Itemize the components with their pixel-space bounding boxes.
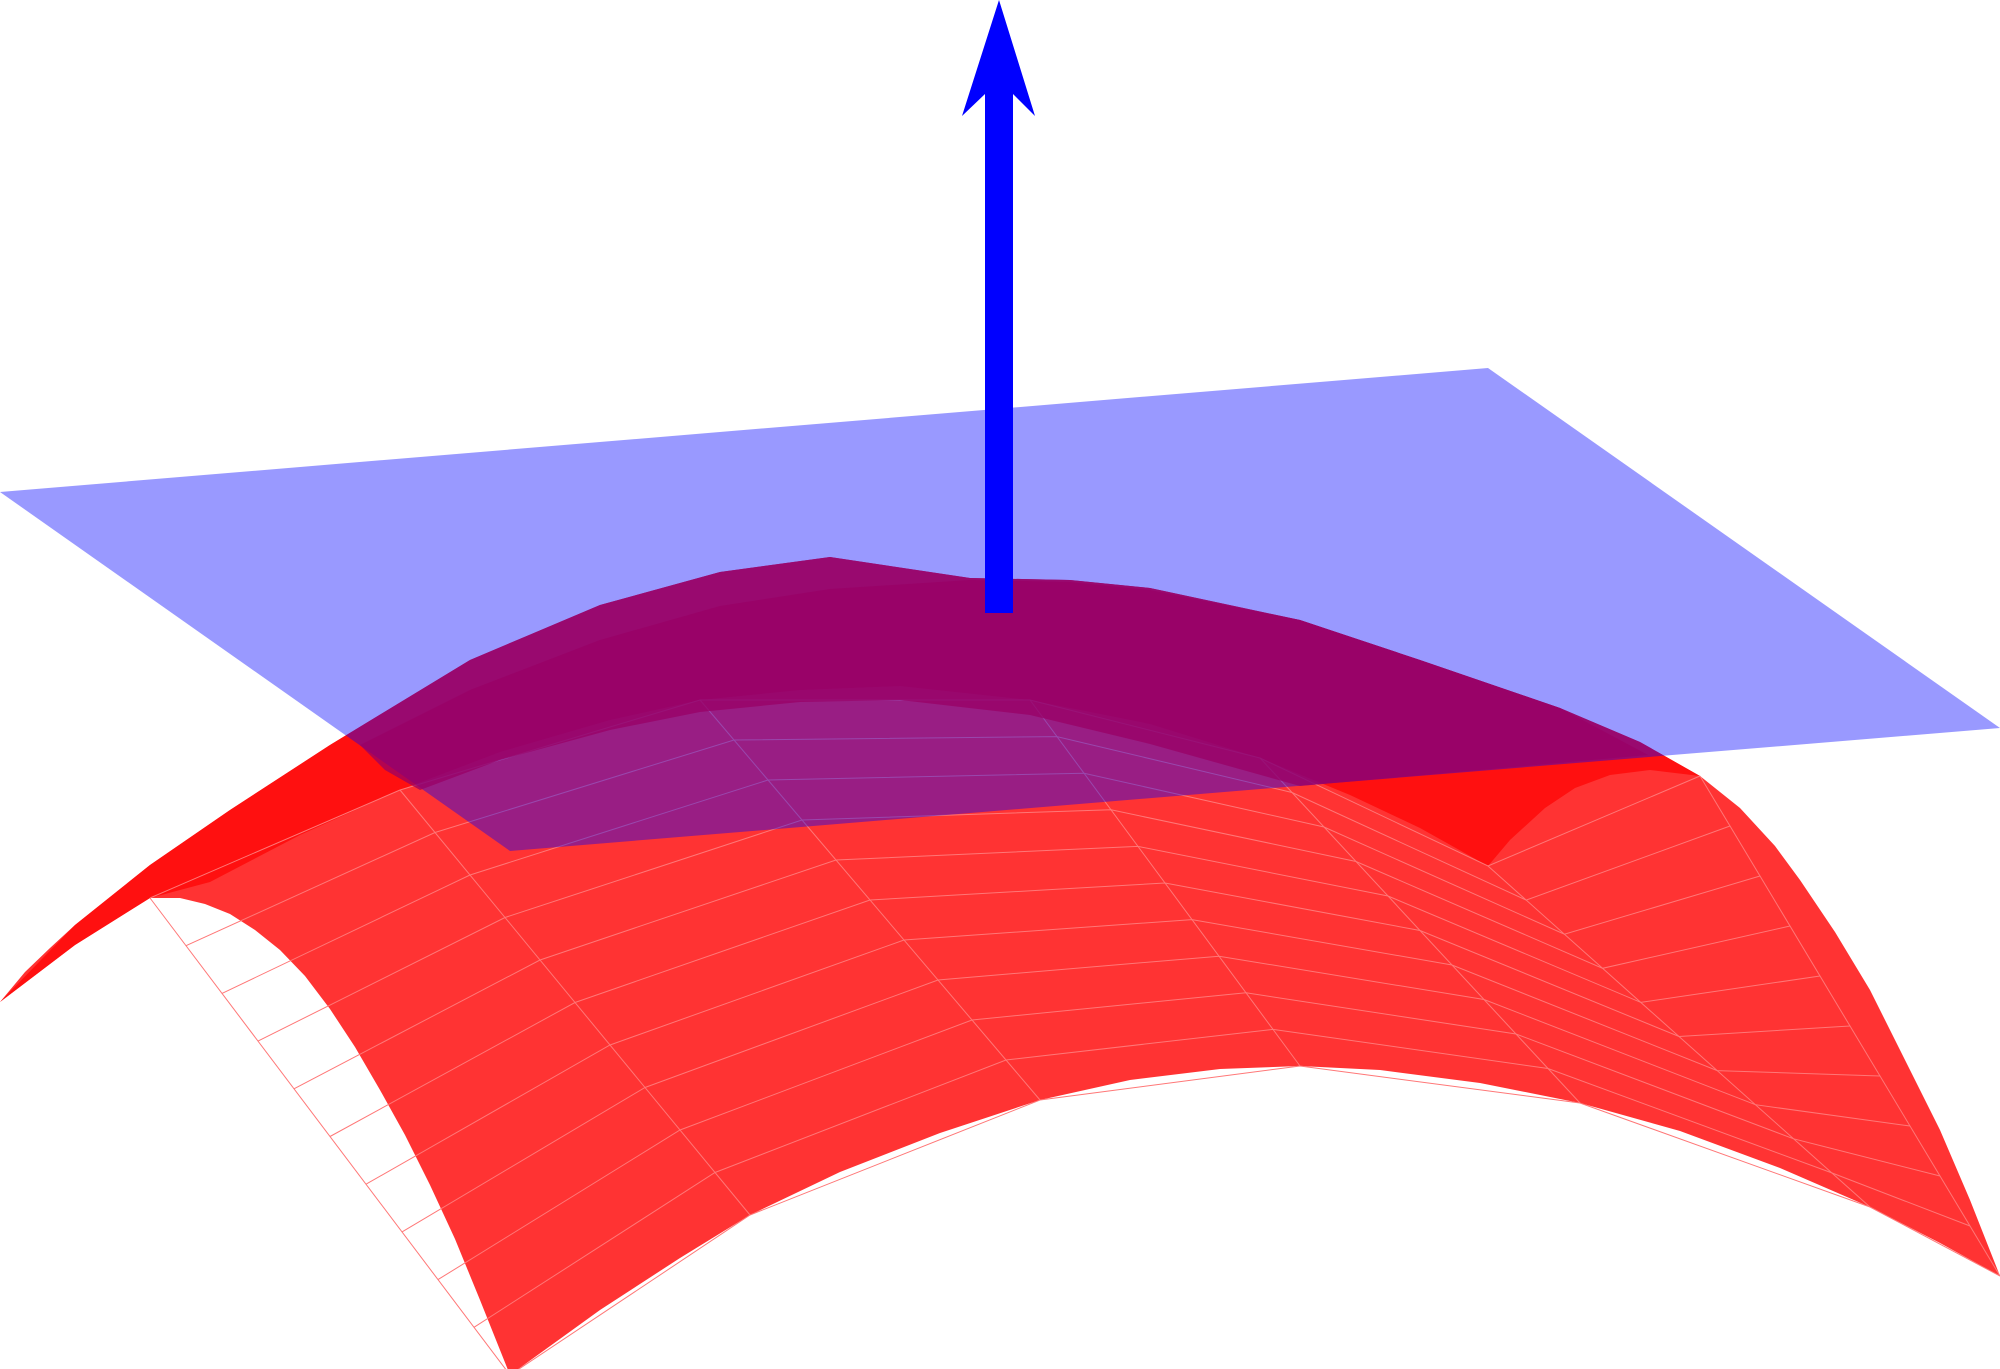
mesh-line	[1029, 699, 1301, 1067]
normal-vector-arrow	[962, 0, 1035, 613]
mesh-line	[149, 897, 507, 1369]
arrow-shaft	[985, 90, 1013, 613]
mesh-line	[399, 789, 751, 1216]
surface-mesh-lines	[149, 699, 2000, 1369]
mesh-line	[1259, 757, 1581, 1104]
mesh-line	[699, 699, 1041, 1101]
mesh-line	[1699, 775, 2000, 1277]
arrow-head	[962, 0, 1035, 116]
mesh-line	[1487, 865, 1871, 1208]
surface-above-plane	[360, 580, 1648, 790]
